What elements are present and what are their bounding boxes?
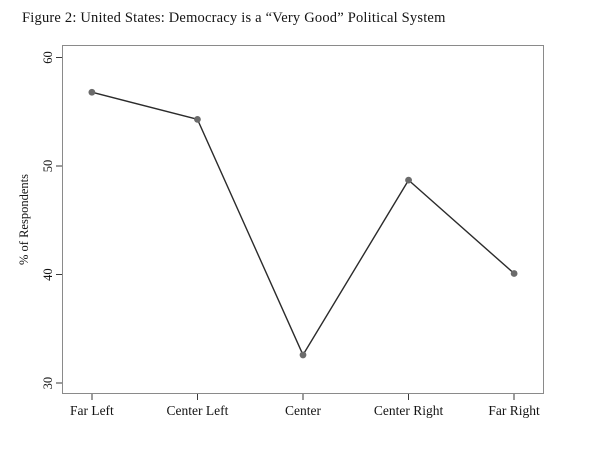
data-point xyxy=(510,270,518,277)
data-line xyxy=(91,91,515,356)
x-axis-tick-label: Far Left xyxy=(70,403,114,418)
y-axis-title: % of Respondents xyxy=(17,174,31,265)
data-point xyxy=(299,351,307,359)
y-axis-tick-label: 50 xyxy=(41,160,55,173)
y-axis-tick-label: 30 xyxy=(41,377,55,390)
figure-title: Figure 2: United States: Democracy is a … xyxy=(22,10,446,26)
data-point xyxy=(194,115,201,123)
plot-frame xyxy=(62,45,544,394)
x-axis-tick-label: Center Left xyxy=(167,403,229,418)
x-axis-tick-label: Center xyxy=(285,403,321,418)
data-point xyxy=(88,88,96,96)
x-axis-tick-label: Far Right xyxy=(488,403,540,418)
y-axis-tick-label: 60 xyxy=(41,51,55,64)
y-axis-tick-label: 40 xyxy=(41,268,55,281)
x-axis-tick-label: Center Right xyxy=(374,403,444,418)
data-point xyxy=(405,176,412,184)
